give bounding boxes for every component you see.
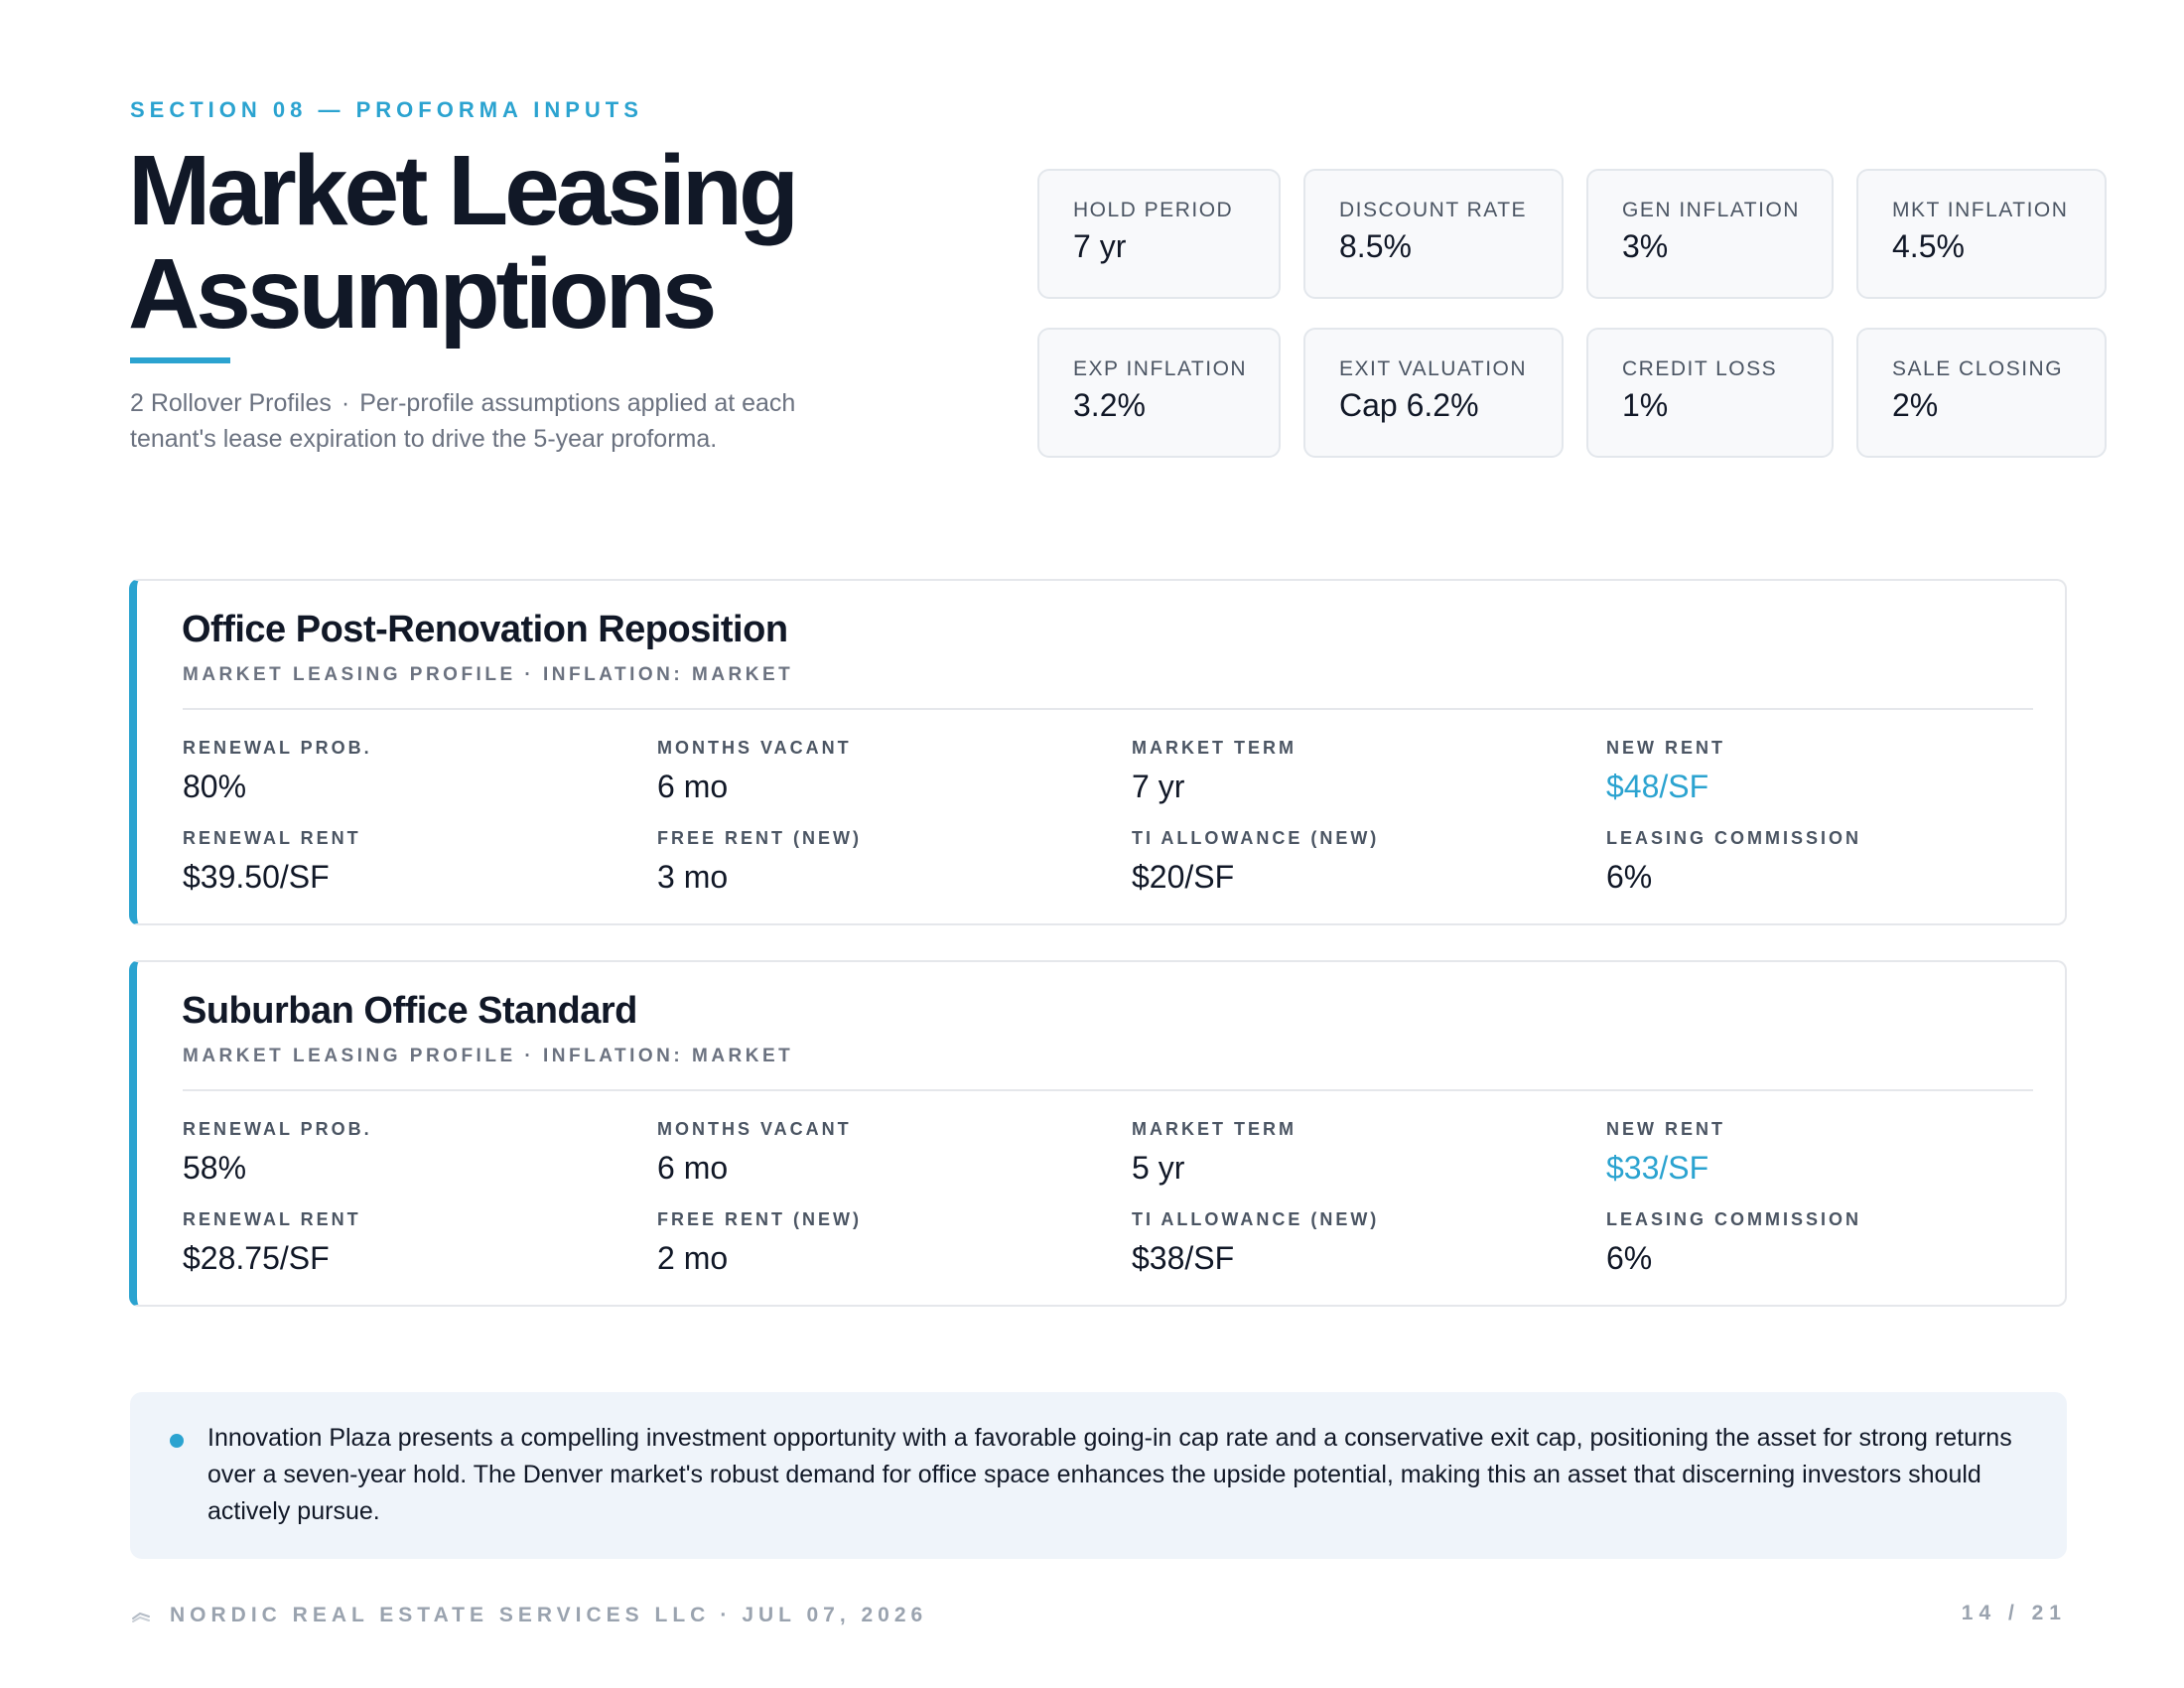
metric-label: RENEWAL PROB. [183, 738, 372, 758]
profile-subtitle: MARKET LEASING PROFILE · INFLATION: MARK… [183, 664, 794, 685]
profile-card-suburban-office: Suburban Office Standard MARKET LEASING … [129, 960, 2067, 1307]
metric-label: TI ALLOWANCE (NEW) [1132, 1209, 1380, 1229]
metric-renewal-prob: RENEWAL PROB. 80% [183, 738, 639, 805]
kpi-sale-closing: SALE CLOSING 2% [1856, 328, 2107, 458]
kpi-value: 2% [1892, 387, 1939, 423]
metric-free-rent: FREE RENT (NEW) 3 mo [657, 828, 1114, 896]
summary-note: Innovation Plaza presents a compelling i… [130, 1392, 2067, 1559]
metric-value: 6 mo [657, 1150, 729, 1186]
metric-value: 2 mo [657, 1240, 729, 1276]
metric-label: MONTHS VACANT [657, 738, 852, 758]
page-subtitle: 2 Rollover Profiles · Per-profile assumpti… [130, 385, 885, 457]
kpi-label: GEN INFLATION [1622, 199, 1800, 221]
kpi-mkt-inflation: MKT INFLATION 4.5% [1856, 169, 2107, 299]
kpi-value: 3% [1622, 228, 1669, 264]
metric-label: NEW RENT [1606, 1119, 1725, 1139]
profile-divider [183, 1089, 2033, 1091]
metric-market-term: MARKET TERM 5 yr [1132, 1119, 1588, 1187]
metric-new-rent: NEW RENT $48/SF [1606, 738, 2063, 805]
kpi-value: 1% [1622, 387, 1669, 423]
metric-label: MARKET TERM [1132, 738, 1297, 758]
kpi-label: DISCOUNT RATE [1339, 199, 1528, 221]
footer-separator: · [720, 1604, 733, 1626]
metric-market-term: MARKET TERM 7 yr [1132, 738, 1588, 805]
kpi-value: 4.5% [1892, 228, 1965, 264]
page-title-line2: Assumptions [128, 238, 717, 350]
metric-label: FREE RENT (NEW) [657, 828, 862, 848]
metric-value: $33/SF [1606, 1150, 1709, 1186]
profile-title: Suburban Office Standard [182, 990, 637, 1032]
metric-leasing-commission: LEASING COMMISSION 6% [1606, 828, 2063, 896]
metric-free-rent: FREE RENT (NEW) 2 mo [657, 1209, 1114, 1277]
metric-value: $38/SF [1132, 1240, 1235, 1276]
kpi-label: SALE CLOSING [1892, 357, 2064, 380]
logo-icon [132, 1612, 150, 1622]
metric-value: 6% [1606, 1240, 1653, 1276]
metric-new-rent: NEW RENT $33/SF [1606, 1119, 2063, 1187]
metric-value: 7 yr [1132, 769, 1185, 804]
kpi-gen-inflation: GEN INFLATION 3% [1586, 169, 1834, 299]
profile-divider [183, 708, 2033, 710]
kpi-label: EXP INFLATION [1073, 357, 1248, 380]
metric-label: RENEWAL PROB. [183, 1119, 372, 1139]
subtitle-separator: · [341, 389, 350, 417]
profile-subtitle: MARKET LEASING PROFILE · INFLATION: MARK… [183, 1046, 794, 1066]
metric-label: LEASING COMMISSION [1606, 1209, 1862, 1229]
footer-date: JUL 07, 2026 [742, 1604, 928, 1626]
kpi-exp-inflation: EXP INFLATION 3.2% [1037, 328, 1281, 458]
page-title: Market Leasing Assumptions [128, 139, 799, 346]
metric-renewal-rent: RENEWAL RENT $39.50/SF [183, 828, 639, 896]
page-number: 14 / 21 [1961, 1602, 2067, 1624]
kpi-label: HOLD PERIOD [1073, 199, 1234, 221]
metric-label: LEASING COMMISSION [1606, 828, 1862, 848]
page-title-line1: Market Leasing [128, 135, 799, 246]
kpi-value: 8.5% [1339, 228, 1412, 264]
profile-card-office-reposition: Office Post-Renovation Reposition MARKET… [129, 579, 2067, 925]
metric-leasing-commission: LEASING COMMISSION 6% [1606, 1209, 2063, 1277]
metric-renewal-prob: RENEWAL PROB. 58% [183, 1119, 639, 1187]
subtitle-description: Per-profile assumptions applied at each … [130, 389, 796, 453]
title-accent-rule [130, 357, 230, 363]
metric-months-vacant: MONTHS VACANT 6 mo [657, 738, 1114, 805]
kpi-exit-valuation: EXIT VALUATION Cap 6.2% [1303, 328, 1564, 458]
metric-value: 5 yr [1132, 1150, 1185, 1186]
kpi-hold-period: HOLD PERIOD 7 yr [1037, 169, 1281, 299]
metric-label: FREE RENT (NEW) [657, 1209, 862, 1229]
kpi-value: 7 yr [1073, 228, 1127, 264]
summary-note-text: Innovation Plaza presents a compelling i… [207, 1424, 2012, 1525]
metric-value: 6% [1606, 859, 1653, 895]
metric-renewal-rent: RENEWAL RENT $28.75/SF [183, 1209, 639, 1277]
kpi-label: EXIT VALUATION [1339, 357, 1528, 380]
metric-value: $39.50/SF [183, 859, 330, 895]
metric-value: $20/SF [1132, 859, 1235, 895]
metric-ti-allowance: TI ALLOWANCE (NEW) $20/SF [1132, 828, 1588, 896]
metric-label: RENEWAL RENT [183, 828, 361, 848]
metric-months-vacant: MONTHS VACANT 6 mo [657, 1119, 1114, 1187]
metric-label: MONTHS VACANT [657, 1119, 852, 1139]
metric-value: 58% [183, 1150, 247, 1186]
metric-value: $48/SF [1606, 769, 1709, 804]
kpi-value: Cap 6.2% [1339, 387, 1479, 423]
kpi-value: 3.2% [1073, 387, 1146, 423]
footer-company: NORDIC REAL ESTATE SERVICES LLC [170, 1604, 711, 1626]
metric-label: NEW RENT [1606, 738, 1725, 758]
subtitle-profile-count: 2 Rollover Profiles [130, 389, 332, 417]
kpi-discount-rate: DISCOUNT RATE 8.5% [1303, 169, 1564, 299]
metric-value: 6 mo [657, 769, 729, 804]
profile-title: Office Post-Renovation Reposition [182, 609, 788, 650]
metric-value: 3 mo [657, 859, 729, 895]
section-eyebrow: SECTION 08 — PROFORMA INPUTS [130, 97, 643, 122]
metric-label: TI ALLOWANCE (NEW) [1132, 828, 1380, 848]
metric-value: $28.75/SF [183, 1240, 330, 1276]
kpi-credit-loss: CREDIT LOSS 1% [1586, 328, 1834, 458]
bullet-icon [170, 1434, 184, 1448]
metric-label: RENEWAL RENT [183, 1209, 361, 1229]
metric-label: MARKET TERM [1132, 1119, 1297, 1139]
metric-ti-allowance: TI ALLOWANCE (NEW) $38/SF [1132, 1209, 1588, 1277]
kpi-label: MKT INFLATION [1892, 199, 2069, 221]
kpi-label: CREDIT LOSS [1622, 357, 1778, 380]
metric-value: 80% [183, 769, 247, 804]
footer-brand: NORDIC REAL ESTATE SERVICES LLC · JUL 07… [130, 1604, 927, 1627]
